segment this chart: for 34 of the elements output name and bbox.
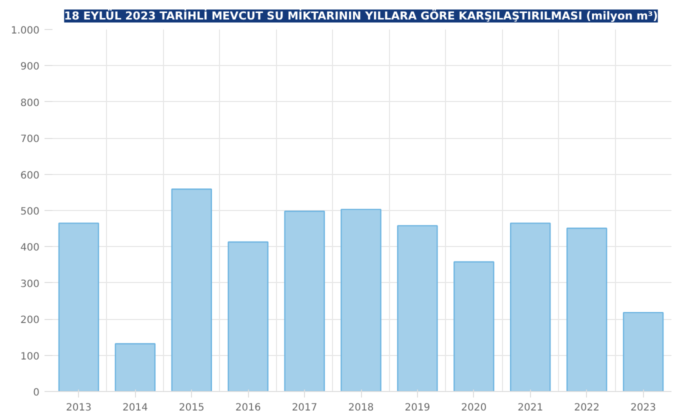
y-tick-label: 300 — [20, 278, 40, 290]
x-tick-label: 2014 — [122, 402, 148, 414]
y-tick-label: 0 — [33, 388, 40, 398]
bar — [228, 241, 268, 392]
x-tick-label: 2016 — [235, 402, 261, 414]
bar — [397, 225, 438, 392]
y-tick-label: 100 — [20, 351, 40, 362]
y-tick-label: 700 — [20, 134, 40, 146]
bar — [114, 343, 156, 392]
bar — [454, 261, 494, 392]
bar — [58, 222, 100, 392]
bar — [171, 188, 212, 392]
x-tick-label: 2017 — [292, 402, 318, 414]
x-tick-label: 2018 — [348, 402, 374, 414]
x-tick-label: 2015 — [178, 402, 204, 414]
bar — [510, 222, 551, 392]
x-tick-label: 2023 — [630, 402, 656, 414]
chart-title: 18 EYLÜL 2023 TARİHLİ MEVCUT SU MİKTARININ YILLARA GÖRE KARŞILAŞTIRILMASI (milyon m³) — [64, 8, 658, 22]
x-tick-label: 2019 — [404, 402, 430, 414]
bar — [340, 208, 382, 392]
x-tick-label: 2022 — [574, 402, 600, 414]
bar — [566, 228, 608, 392]
bar — [284, 210, 325, 392]
y-tick-label: 400 — [20, 242, 40, 254]
x-tick-label: 2013 — [66, 402, 92, 414]
y-tick-label: 600 — [20, 170, 40, 182]
x-tick-label: 2020 — [461, 402, 487, 414]
y-tick-label: 1.000 — [10, 26, 40, 36]
y-tick-label: 500 — [20, 206, 40, 218]
x-tick-label: 2021 — [518, 402, 544, 414]
y-tick-label: 900 — [20, 62, 40, 73]
y-tick-label: 200 — [20, 315, 40, 326]
bar — [622, 312, 664, 392]
y-tick-label: 800 — [20, 98, 40, 109]
